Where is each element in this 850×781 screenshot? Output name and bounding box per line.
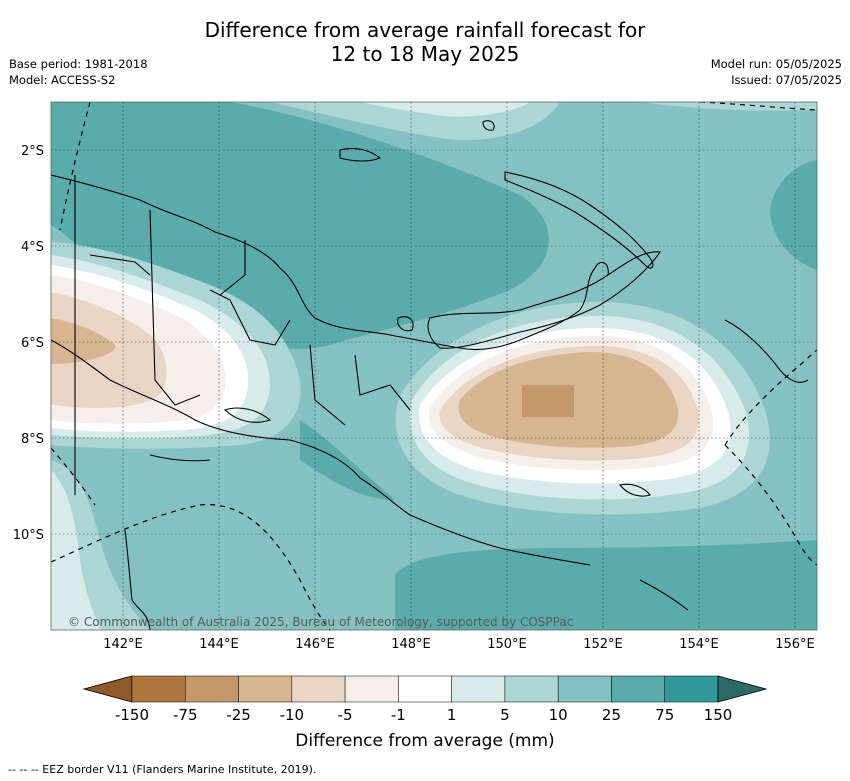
colorbar-segment xyxy=(611,675,665,703)
field-band-south xyxy=(395,540,817,630)
lon-label: 154°E xyxy=(679,637,719,652)
colorbar-tick-label: 25 xyxy=(602,706,621,724)
lat-label: 4°S xyxy=(21,240,44,255)
lon-label: 148°E xyxy=(391,637,431,652)
rainfall-map: © Commonwealth of Australia 2025, Bureau… xyxy=(51,102,817,630)
colorbar: -150 -75 -25 -10 -5 -1 1 5 10 25 75 150 xyxy=(82,675,768,724)
model-run: Model run: 05/05/2025 xyxy=(710,57,842,71)
field-sw-pale-2 xyxy=(51,470,100,630)
meta-left: Base period: 1981-2018 Model: ACCESS-S2 xyxy=(9,56,148,88)
coastlines xyxy=(51,120,809,630)
colorbar-tick-label: -150 xyxy=(115,706,149,724)
lon-label: 142°E xyxy=(103,637,143,652)
colorbar-segment xyxy=(451,675,506,703)
lon-label: 146°E xyxy=(295,637,335,652)
eez-borders xyxy=(51,102,817,630)
model-name: Model: ACCESS-S2 xyxy=(9,73,116,87)
colorbar-segment xyxy=(185,675,239,703)
colorbar-segment xyxy=(557,675,612,703)
field-center-core xyxy=(522,385,574,417)
lat-label: 10°S xyxy=(13,528,44,543)
lat-label: 2°S xyxy=(21,144,44,159)
colorbar-tick-label: 1 xyxy=(447,706,457,724)
eez-footnote: -- -- -- EEZ border V11 (Flanders Marine… xyxy=(8,763,317,776)
colorbar-segment xyxy=(344,675,399,703)
colorbar-tick-label: -1 xyxy=(391,706,406,724)
colorbar-tick-label: 5 xyxy=(500,706,510,724)
map-frame xyxy=(50,101,818,631)
map-title: Difference from average rainfall forecas… xyxy=(0,18,850,66)
colorbar-tick-label: 150 xyxy=(704,706,733,724)
lat-labels: 2°S 4°S 6°S 8°S 10°S xyxy=(13,144,44,543)
colorbar-tick-label: -25 xyxy=(226,706,251,724)
colorbar-segment xyxy=(398,675,452,703)
colorbar-segment xyxy=(238,675,293,703)
field-west-tan-dark xyxy=(51,318,116,364)
field-band-mid xyxy=(300,420,395,500)
issued-date: Issued: 07/05/2025 xyxy=(731,73,842,87)
lon-label: 150°E xyxy=(487,637,527,652)
lat-label: 8°S xyxy=(21,432,44,447)
colorbar-tick-label: 75 xyxy=(655,706,674,724)
lon-label: 156°E xyxy=(775,637,815,652)
colorbar-title: Difference from average (mm) xyxy=(295,731,555,751)
colorbar-tick-label: -75 xyxy=(173,706,198,724)
colorbar-tick-label: 10 xyxy=(549,706,568,724)
base-period: Base period: 1981-2018 xyxy=(9,57,148,71)
lon-label: 144°E xyxy=(199,637,239,652)
field-light-ne xyxy=(640,102,817,111)
colorbar-segment xyxy=(131,675,186,703)
field-light-north-2 xyxy=(360,102,530,117)
colorbar-extend-low xyxy=(82,675,133,703)
graticule xyxy=(51,102,817,630)
lat-label: 6°S xyxy=(21,336,44,351)
colorbar-segment xyxy=(504,675,559,703)
colorbar-segment xyxy=(291,675,346,703)
title-line-1: Difference from average rainfall forecas… xyxy=(204,18,646,42)
colorbar-segment xyxy=(664,675,719,703)
lon-label: 152°E xyxy=(583,637,623,652)
colorbar-extend-high xyxy=(717,675,768,703)
meta-right: Model run: 05/05/2025 Issued: 07/05/2025 xyxy=(711,56,842,88)
field-band-east xyxy=(770,160,817,270)
copyright-text: © Commonwealth of Australia 2025, Bureau… xyxy=(68,615,573,629)
lon-labels: 142°E 144°E 146°E 148°E 150°E 152°E 154°… xyxy=(103,637,815,652)
colorbar-tick-label: -10 xyxy=(280,706,305,724)
title-line-2: 12 to 18 May 2025 xyxy=(330,42,520,66)
colorbar-tick-label: -5 xyxy=(338,706,353,724)
